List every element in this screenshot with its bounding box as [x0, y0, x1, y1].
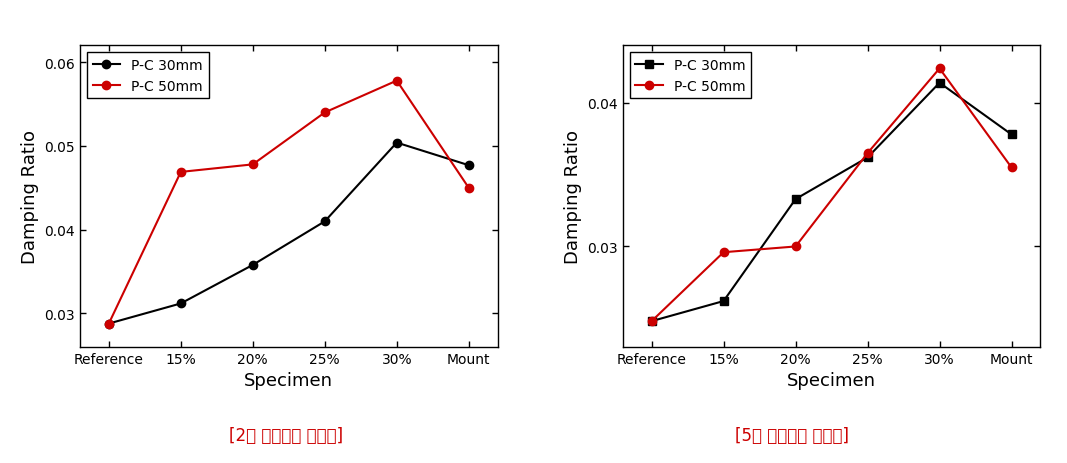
P-C 30mm [462, 163, 475, 169]
P-C 50mm [1005, 165, 1018, 171]
P-C 50mm [174, 170, 187, 175]
P-C 30mm [102, 321, 115, 326]
P-C 50mm [462, 186, 475, 191]
P-C 30mm [246, 263, 259, 268]
Legend: P-C 30mm, P-C 50mm: P-C 30mm, P-C 50mm [87, 53, 208, 99]
P-C 30mm [318, 219, 331, 225]
P-C 50mm [717, 250, 730, 256]
P-C 50mm [861, 151, 874, 156]
P-C 30mm [861, 155, 874, 161]
Legend: P-C 30mm, P-C 50mm: P-C 30mm, P-C 50mm [630, 53, 751, 99]
Y-axis label: Damping Ratio: Damping Ratio [563, 130, 582, 263]
Line: P-C 30mm: P-C 30mm [105, 139, 473, 328]
P-C 30mm [790, 197, 802, 202]
Line: P-C 30mm: P-C 30mm [648, 79, 1016, 325]
P-C 50mm [318, 110, 331, 116]
P-C 30mm [1005, 132, 1018, 138]
Text: [2번 가속도계 감쇠율]: [2번 가속도계 감쇠율] [229, 426, 343, 444]
Line: P-C 50mm: P-C 50mm [648, 65, 1016, 325]
P-C 50mm [246, 162, 259, 168]
P-C 50mm [102, 321, 115, 326]
P-C 50mm [646, 319, 658, 324]
Line: P-C 50mm: P-C 50mm [105, 77, 473, 328]
X-axis label: Specimen: Specimen [244, 372, 333, 389]
X-axis label: Specimen: Specimen [787, 372, 876, 389]
P-C 30mm [646, 319, 658, 324]
P-C 50mm [391, 79, 403, 84]
P-C 50mm [790, 244, 802, 250]
P-C 30mm [934, 81, 946, 86]
P-C 30mm [391, 140, 403, 146]
P-C 50mm [934, 67, 946, 72]
Y-axis label: Damping Ratio: Damping Ratio [21, 130, 38, 263]
P-C 30mm [717, 299, 730, 304]
P-C 30mm [174, 301, 187, 307]
Text: [5번 가속도계 감쇠율]: [5번 가속도계 감쇠율] [735, 426, 848, 444]
